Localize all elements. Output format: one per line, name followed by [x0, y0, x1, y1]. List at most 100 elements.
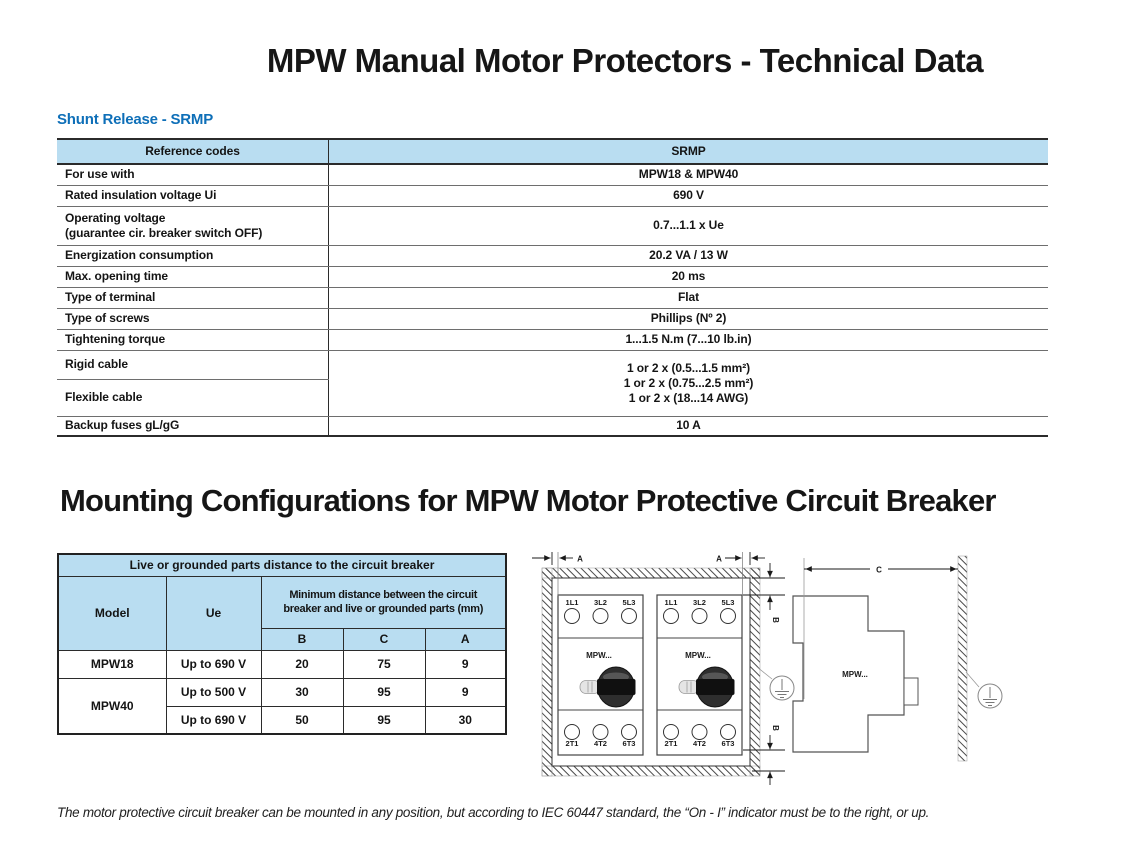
cable-value-line: 1 or 2 x (0.75...2.5 mm²)	[623, 375, 754, 390]
cell-model: MPW40	[57, 677, 167, 735]
row-label: Type of terminal	[57, 287, 329, 309]
cell-b: 20	[260, 649, 344, 679]
dimension-b-label: B	[771, 725, 780, 731]
row-label: Rated insulation voltage Ui	[57, 185, 329, 207]
terminal-label: 4T2	[594, 739, 607, 748]
unit-label: MPW...	[586, 651, 612, 660]
table-row-flexible-cable: Flexible cable	[57, 379, 1048, 417]
page-title: MPW Manual Motor Protectors - Technical …	[266, 42, 984, 79]
front-view-diagram: 1L1 3L2 5L3 MPW... 2T1 4T2 6T3 1L1	[532, 552, 795, 785]
cell-b: 50	[260, 705, 344, 735]
table-row: MPW18 Up to 690 V 20 75 9	[57, 649, 507, 679]
table-row: MPW40 Up to 500 V 30 95 9	[57, 677, 507, 735]
terminal-circle	[691, 724, 708, 740]
dimension-a-label: A	[577, 555, 583, 564]
terminal-circle	[663, 608, 679, 624]
terminal-circle	[564, 724, 580, 740]
cell-a: 30	[424, 705, 507, 735]
header-min-distance: Minimum distance between the circuit bre…	[260, 575, 507, 629]
terminal-protrusion	[903, 677, 919, 706]
table-title-row: Live or grounded parts distance to the c…	[57, 553, 507, 577]
cell-ue: Up to 690 V	[165, 649, 262, 679]
row-label-line1: Operating voltage	[65, 210, 166, 225]
ground-symbol-icon	[769, 675, 795, 701]
header-model: Model	[57, 575, 167, 651]
row-value: 20.2 VA / 13 W	[328, 245, 1048, 267]
terminal-label: 1L1	[566, 598, 579, 607]
dimension-a-right	[725, 552, 765, 596]
table-row-rigid-cable: Rigid cable 1 or 2 x (0.5...1.5 mm²) 1 o…	[57, 350, 1048, 417]
cell-a: 9	[424, 677, 507, 707]
enclosure-wall-right	[749, 567, 761, 777]
header-srmp: SRMP	[328, 138, 1048, 165]
row-value: Phillips (Nº 2)	[328, 308, 1048, 330]
cell-c: 95	[342, 705, 426, 735]
row-value: MPW18 & MPW40	[328, 164, 1048, 186]
enclosure-wall-bottom	[541, 765, 761, 777]
cell-ue: Up to 690 V	[165, 705, 262, 735]
row-value: Flat	[328, 287, 1048, 309]
table-row: Type of screws Phillips (Nº 2)	[57, 308, 1048, 330]
knob-handle-bar	[696, 679, 735, 695]
mounting-table-title: Live or grounded parts distance to the c…	[57, 553, 507, 577]
row-label: Energization consumption	[57, 245, 329, 267]
unit-label: MPW...	[842, 670, 868, 679]
table-row: Energization consumption 20.2 VA / 13 W	[57, 245, 1048, 267]
unit-label: MPW...	[685, 651, 711, 660]
terminal-circle	[691, 608, 708, 624]
row-label: For use with	[57, 164, 329, 186]
terminal-label: 6T3	[722, 739, 735, 748]
shunt-release-table: Reference codes SRMP For use with MPW18 …	[57, 138, 1048, 437]
row-label-line2: (guarantee cir. breaker switch OFF)	[65, 225, 263, 240]
terminal-label: 1L1	[665, 598, 678, 607]
row-value: 10 A	[328, 416, 1048, 437]
table-row: Up to 690 V 50 95 30	[58, 705, 507, 735]
breaker-unit-front: 1L1 3L2 5L3 MPW... 2T1 4T2 6T3	[557, 594, 644, 756]
row-value: 1...1.5 N.m (7...10 lb.in)	[328, 329, 1048, 351]
terminal-circle	[621, 608, 637, 624]
terminal-circle	[720, 724, 736, 740]
enclosure-wall-left	[541, 567, 553, 777]
terminal-label: 6T3	[623, 739, 636, 748]
dimension-b-bottom	[743, 735, 785, 785]
terminal-circle	[564, 608, 580, 624]
cell-model: MPW18	[57, 649, 167, 679]
cell-c: 95	[342, 677, 426, 707]
dimension-c-label-bg	[870, 562, 888, 575]
shunt-release-section-heading: Shunt Release - SRMP	[57, 111, 214, 128]
table-row: Max. opening time 20 ms	[57, 266, 1048, 288]
terminal-label: 2T1	[566, 739, 579, 748]
mounting-section-heading: Mounting Configurations for MPW Motor Pr…	[60, 483, 996, 518]
knob-handle-bar	[597, 679, 636, 695]
cell-b: 30	[260, 677, 344, 707]
row-label: Max. opening time	[57, 266, 329, 288]
subheader-a: A	[424, 627, 507, 651]
table-row: Operating voltage (guarantee cir. breake…	[57, 206, 1048, 246]
subheader-c: C	[342, 627, 426, 651]
row-label: Flexible cable	[57, 379, 329, 417]
breaker-side-profile	[792, 595, 905, 753]
table-row: For use with MPW18 & MPW40	[57, 164, 1048, 186]
row-value: 690 V	[328, 185, 1048, 207]
terminal-label: 2T1	[665, 739, 678, 748]
row-label: Rigid cable	[57, 350, 329, 380]
cell-c: 75	[342, 649, 426, 679]
ground-leader-line	[965, 671, 980, 688]
dimension-a-left	[532, 552, 573, 596]
row-label: Type of screws	[57, 308, 329, 330]
terminal-circle	[592, 724, 609, 740]
cell-a: 9	[424, 649, 507, 679]
mounting-wall	[957, 555, 968, 762]
dimension-c-label: C	[876, 566, 882, 575]
mounting-distance-table: Live or grounded parts distance to the c…	[57, 553, 507, 735]
terminal-label: 5L3	[722, 598, 735, 607]
terminal-circle	[720, 608, 736, 624]
mounting-footnote: The motor protective circuit breaker can…	[57, 805, 930, 820]
terminal-circle	[663, 724, 679, 740]
ground-symbol-icon	[977, 683, 1003, 709]
terminal-label: 3L2	[693, 598, 706, 607]
mounting-configuration-diagram: 1L1 3L2 5L3 MPW... 2T1 4T2 6T3 1L1	[532, 552, 1003, 785]
table-row: Tightening torque 1...1.5 N.m (7...10 lb…	[57, 329, 1048, 351]
dimension-b-top	[743, 563, 785, 610]
header-reference-codes: Reference codes	[57, 138, 329, 165]
